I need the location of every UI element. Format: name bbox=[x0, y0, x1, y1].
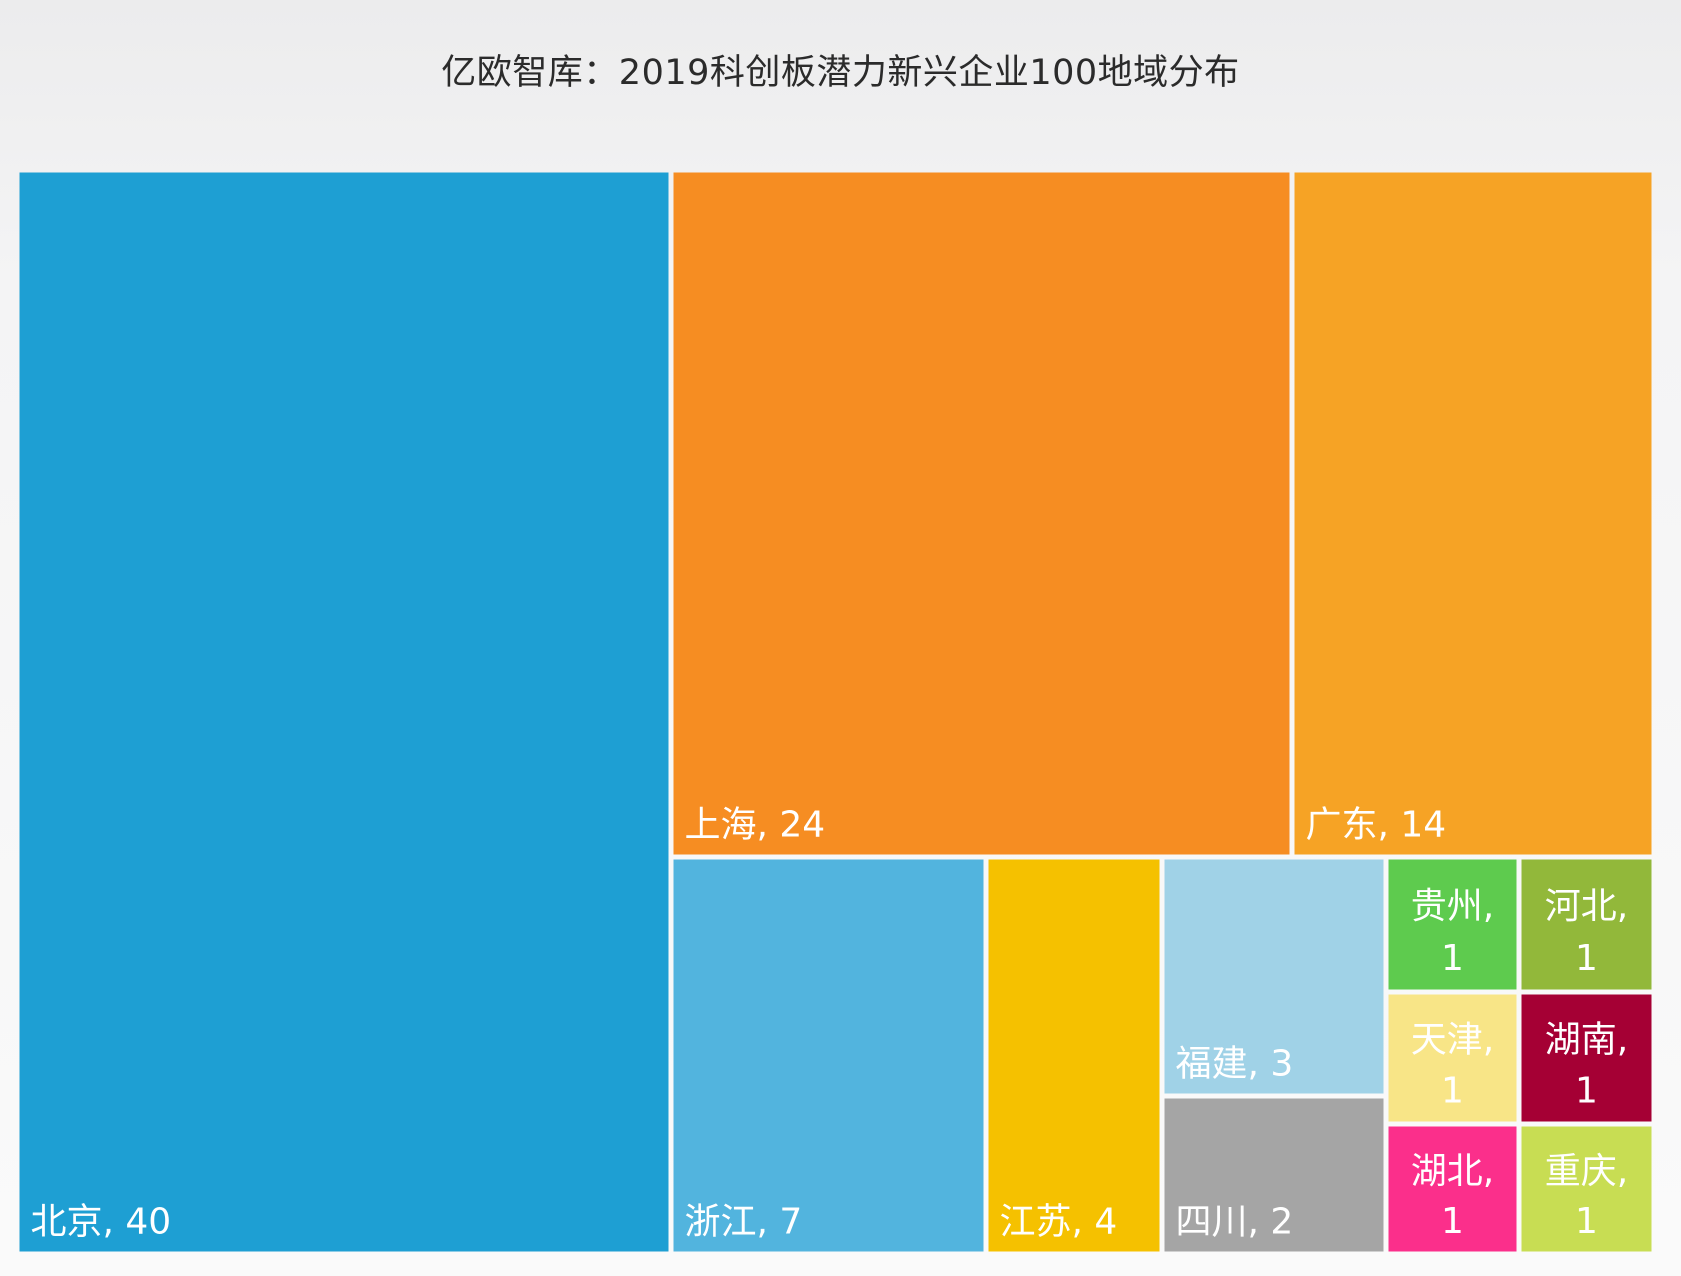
treemap-cell-福建 bbox=[1164, 859, 1384, 1094]
treemap-cell-四川 bbox=[1164, 1098, 1384, 1252]
treemap-label-江苏: 江苏, 4 bbox=[1000, 1202, 1118, 1243]
treemap-label-湖北: 湖北, 1 bbox=[1411, 1151, 1494, 1242]
treemap-cell-浙江 bbox=[673, 859, 984, 1252]
treemap-label-湖南: 湖南, 1 bbox=[1545, 1020, 1628, 1112]
treemap-cell-河北 bbox=[1521, 859, 1652, 990]
treemap-label-天津: 天津, 1 bbox=[1411, 1020, 1494, 1112]
treemap-label-重庆: 重庆, 1 bbox=[1545, 1151, 1628, 1242]
treemap-label-河北: 河北, 1 bbox=[1545, 886, 1628, 979]
chart-title: 亿欧智库：2019科创板潜力新兴企业100地域分布 bbox=[441, 53, 1240, 93]
treemap-cell-天津 bbox=[1388, 994, 1517, 1122]
treemap-label-浙江: 浙江, 7 bbox=[685, 1202, 803, 1243]
treemap-label-北京: 北京, 40 bbox=[31, 1202, 172, 1243]
treemap-cell-湖南 bbox=[1521, 994, 1652, 1122]
treemap-label-上海: 上海, 24 bbox=[685, 805, 826, 846]
treemap-label-贵州: 贵州, 1 bbox=[1411, 886, 1494, 979]
treemap-cell-贵州 bbox=[1388, 859, 1517, 990]
treemap-label-福建: 福建, 3 bbox=[1176, 1044, 1294, 1085]
treemap-cell-北京 bbox=[19, 172, 669, 1252]
treemap-cell-湖北 bbox=[1388, 1126, 1517, 1252]
treemap-cell-江苏 bbox=[988, 859, 1160, 1252]
treemap-cell-重庆 bbox=[1521, 1126, 1652, 1252]
treemap-label-广东: 广东, 14 bbox=[1306, 805, 1447, 846]
treemap-cell-上海 bbox=[673, 172, 1290, 855]
treemap-label-四川: 四川, 2 bbox=[1176, 1202, 1294, 1243]
treemap-cell-广东 bbox=[1294, 172, 1652, 855]
